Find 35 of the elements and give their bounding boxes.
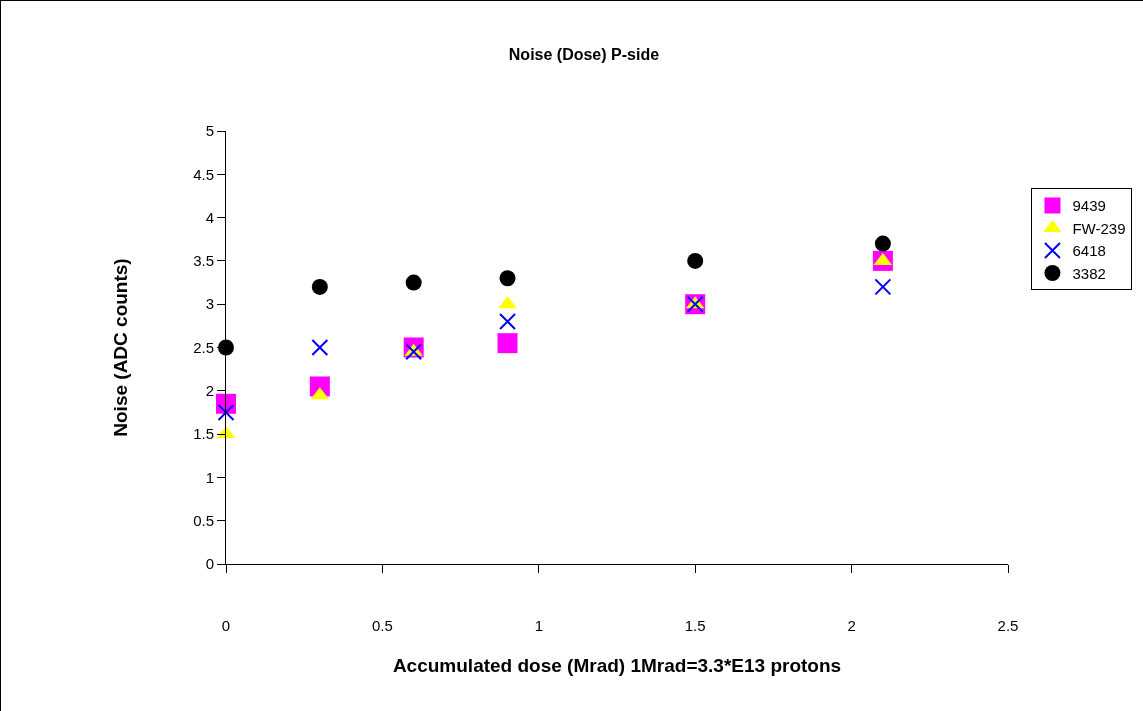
point: [217, 403, 235, 421]
point: [311, 339, 329, 356]
y-tick-label: 0.5: [193, 511, 214, 529]
y-tick-label: 1: [205, 468, 214, 486]
y-tick-label: 2: [205, 382, 214, 400]
point: [499, 270, 516, 287]
point: [497, 333, 518, 354]
x-tick-label: 1: [534, 617, 543, 634]
point: [405, 343, 423, 361]
x-tick-label: 0.5: [371, 617, 393, 634]
y-tick-label: 0: [205, 555, 214, 573]
legend-label: 3382: [1072, 264, 1106, 282]
x-tick-label: 2: [847, 617, 856, 634]
point: [687, 252, 704, 269]
y-tick-label: 5: [205, 122, 214, 140]
y-axis-title: Noise (ADC counts): [109, 258, 131, 437]
y-tick-label: 4.5: [193, 165, 214, 183]
legend-label: 9439: [1072, 197, 1106, 215]
y-tick-label: 2.5: [193, 338, 214, 356]
y-tick-label: 4: [205, 208, 214, 226]
point: [311, 278, 328, 295]
x-tick-label: 2.5: [997, 617, 1019, 634]
x-tick-label: 0: [221, 617, 231, 634]
x-tick-label: 1.5: [684, 617, 706, 634]
legend-label: FW-239: [1072, 219, 1126, 237]
y-tick-label: 3.5: [193, 252, 214, 270]
point: [874, 235, 891, 252]
point: [405, 274, 422, 291]
y-tick-label: 3: [205, 295, 214, 313]
point: [499, 313, 517, 331]
x-axis-title: Accumulated dose (Mrad) 1Mrad=3.3*E13 protons: [392, 654, 842, 676]
y-tick-label: 1.5: [193, 425, 214, 443]
legend-label: 6418: [1072, 242, 1106, 260]
chart-title: Noise (Dose) P-side: [508, 45, 660, 63]
point: [874, 278, 892, 296]
